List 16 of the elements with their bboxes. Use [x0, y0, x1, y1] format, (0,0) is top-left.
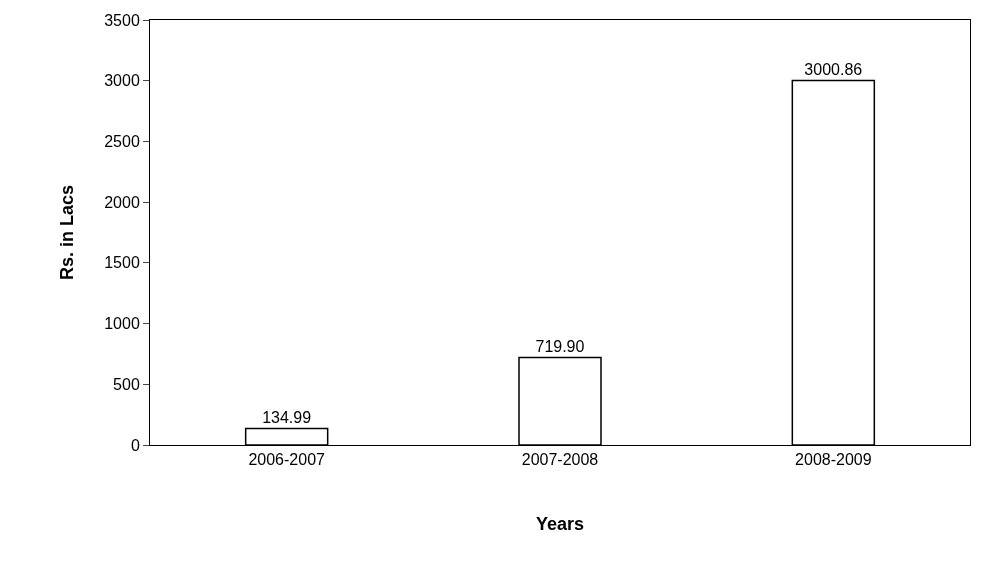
- data-label: 3000.86: [804, 60, 863, 78]
- y-tick-label: 500: [113, 375, 140, 393]
- y-axis-title: Rs. in Lacs: [57, 184, 78, 281]
- x-tick-label: 2008-2009: [795, 451, 872, 469]
- x-tick-label: 2006-2007: [248, 451, 326, 469]
- data-label: 719.90: [535, 337, 585, 355]
- y-tick-label: 3500: [104, 11, 140, 29]
- data-label: 134.99: [262, 408, 312, 426]
- y-tick-label: 1500: [104, 254, 140, 272]
- y-tick-label: 2500: [104, 133, 140, 151]
- y-tick-label: 3000: [104, 72, 140, 90]
- x-axis-title: Years: [535, 514, 585, 535]
- x-tick-label: 2007-2008: [521, 451, 599, 469]
- y-tick-label: 2000: [104, 193, 140, 211]
- y-tick-label: 1000: [104, 315, 140, 333]
- y-tick-label: 0: [130, 436, 140, 454]
